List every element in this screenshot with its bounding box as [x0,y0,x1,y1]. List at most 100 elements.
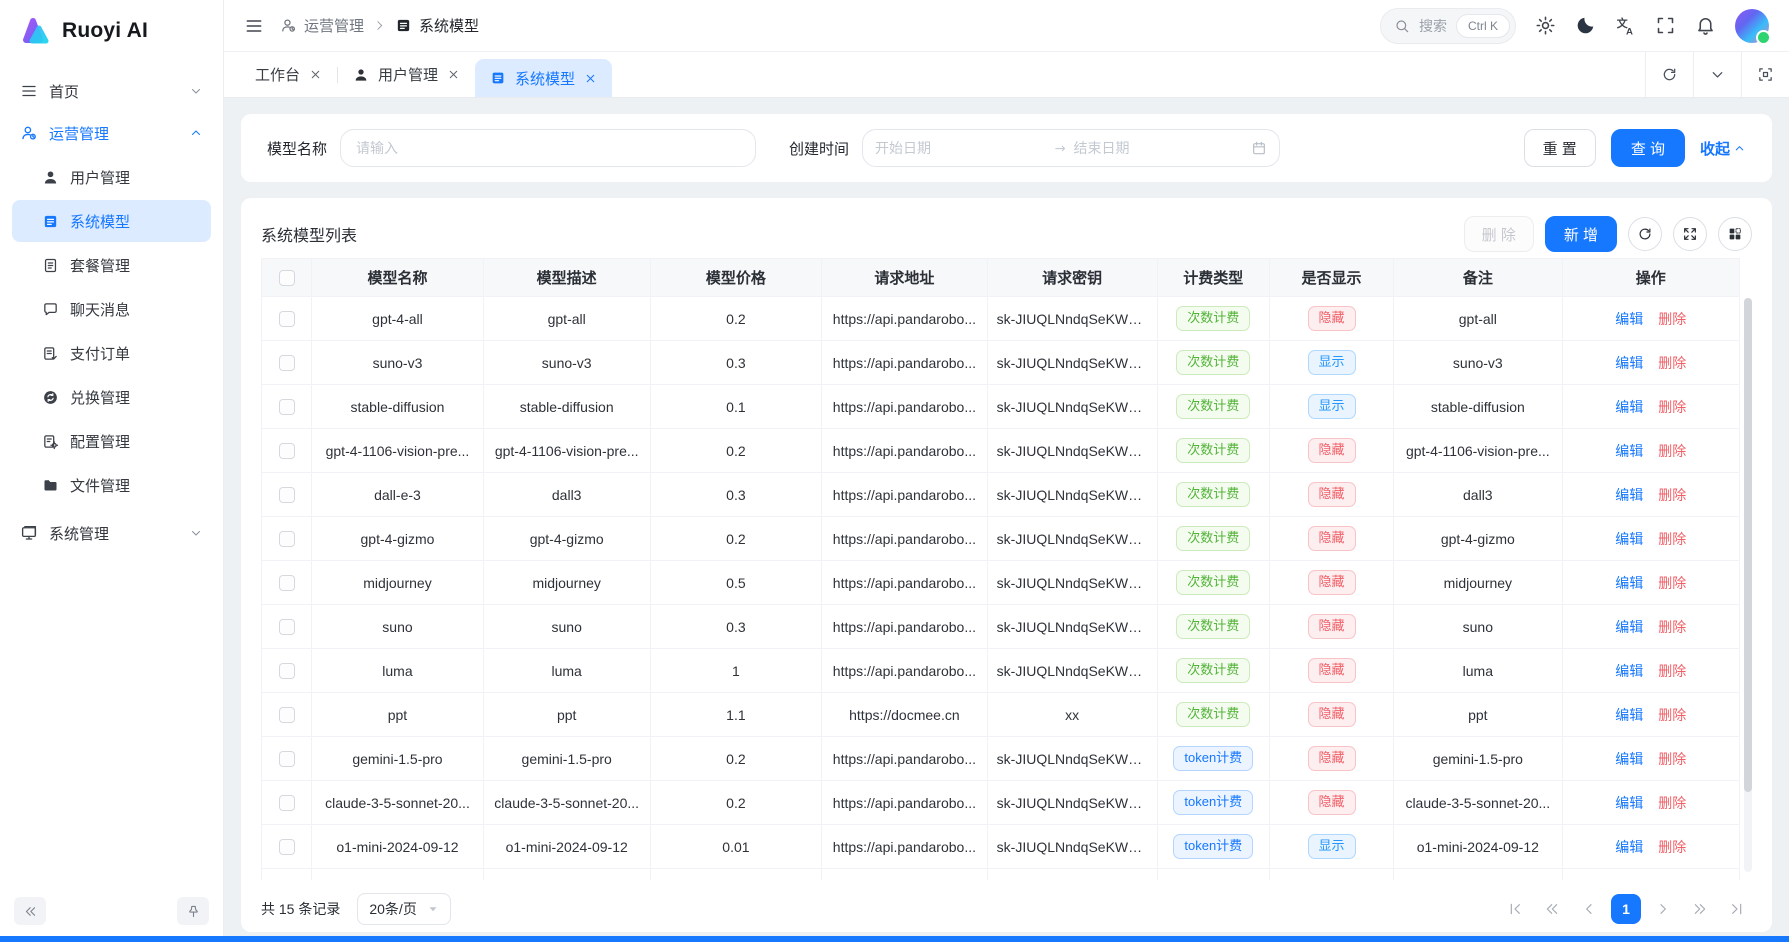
tab-user-management[interactable]: 用户管理 [338,52,475,97]
actions-cell: 编辑 删除 [1561,472,1741,517]
tabbar-maximize-button[interactable] [1741,52,1789,97]
sidebar-group-system[interactable]: 系统管理 [12,512,211,554]
breadcrumb-item[interactable]: 系统模型 [395,15,479,36]
delete-link[interactable]: 删除 [1658,794,1687,811]
tabbar-chevron-down-button[interactable] [1693,52,1741,97]
row-checkbox[interactable] [278,399,295,416]
sidebar-footer [0,886,223,936]
edit-link[interactable]: 编辑 [1615,662,1644,679]
sidebar-item-user-management[interactable]: 用户管理 [12,156,211,198]
edit-link[interactable]: 编辑 [1615,486,1644,503]
sidebar-item-system-model[interactable]: 系统模型 [12,200,211,242]
sidebar-group-operations[interactable]: 运营管理 [12,112,211,154]
breadcrumb-item[interactable]: 运营管理 [280,15,364,36]
reset-button[interactable]: 重 置 [1523,129,1596,167]
sidebar-item-config-management[interactable]: 配置管理 [12,420,211,462]
sidebar-group-home[interactable]: 首页 [12,70,211,112]
table-title: 系统模型列表 [261,228,358,245]
row-checkbox[interactable] [278,443,295,460]
row-checkbox[interactable] [278,487,295,504]
sidebar-item-chat-messages[interactable]: 聊天消息 [12,288,211,330]
edit-link[interactable]: 编辑 [1615,398,1644,415]
start-date-input[interactable] [875,140,1047,156]
row-checkbox[interactable] [278,707,295,724]
fullscreen-button[interactable] [1655,15,1676,36]
delete-link[interactable]: 删除 [1658,398,1687,415]
tab-system-model[interactable]: 系统模型 [475,59,613,97]
page-size-select[interactable]: 20条/页 [357,893,451,925]
add-button[interactable]: 新 增 [1544,216,1617,252]
delete-link[interactable]: 删除 [1658,574,1687,591]
date-range-picker[interactable] [862,129,1281,167]
table-refresh-button[interactable] [1628,217,1662,251]
edit-link[interactable]: 编辑 [1615,794,1644,811]
edit-link[interactable]: 编辑 [1615,838,1644,855]
edit-link[interactable]: 编辑 [1615,618,1644,635]
gear-button[interactable] [1535,15,1556,36]
search-button[interactable]: 查 询 [1610,129,1685,167]
sidebar-collapse-button[interactable] [14,897,46,925]
row-checkbox[interactable] [278,663,295,680]
page-next-double-button[interactable] [1685,894,1715,924]
delete-link[interactable]: 删除 [1658,838,1687,855]
edit-link[interactable]: 编辑 [1615,354,1644,371]
logo[interactable]: Ruoyi AI [0,0,223,62]
scrollbar-thumb[interactable] [1744,298,1752,792]
bell-button[interactable] [1695,15,1716,36]
delete-link[interactable]: 删除 [1658,530,1687,547]
close-icon [447,68,460,81]
page-button-current[interactable]: 1 [1611,894,1641,924]
row-checkbox[interactable] [278,355,295,372]
delete-link[interactable]: 删除 [1658,618,1687,635]
row-checkbox[interactable] [278,311,295,328]
page-prev-button[interactable] [1574,894,1604,924]
row-checkbox[interactable] [278,795,295,812]
edit-link[interactable]: 编辑 [1615,310,1644,327]
sidebar-item-package-management[interactable]: 套餐管理 [12,244,211,286]
avatar[interactable] [1735,8,1771,45]
tabbar-refresh-button[interactable] [1645,52,1693,97]
global-search[interactable]: 搜索 Ctrl K [1380,7,1516,44]
delete-link[interactable]: 删除 [1658,354,1687,371]
row-checkbox[interactable] [278,531,295,548]
edit-link[interactable]: 编辑 [1615,574,1644,591]
row-checkbox[interactable] [278,575,295,592]
sidebar-item-redeem-management[interactable]: 兑换管理 [12,376,211,418]
delete-link[interactable]: 删除 [1658,442,1687,459]
table-scrollbar[interactable] [1744,298,1752,872]
menu-toggle-button[interactable] [244,16,264,36]
sidebar-item-file-management[interactable]: 文件管理 [12,464,211,506]
edit-link[interactable]: 编辑 [1615,706,1644,723]
moon-button[interactable] [1575,15,1596,36]
row-checkbox[interactable] [278,839,295,856]
page-prev-double-button[interactable] [1537,894,1567,924]
table-columns-button[interactable] [1718,217,1752,251]
visibility-badge: 隐藏 [1307,570,1356,595]
delete-link[interactable]: 删除 [1658,310,1687,327]
edit-link[interactable]: 编辑 [1615,442,1644,459]
billing-type-cell: 次数计费 [1156,516,1270,561]
page-last-button[interactable] [1722,894,1752,924]
delete-link[interactable]: 删除 [1658,750,1687,767]
delete-link[interactable]: 删除 [1658,706,1687,723]
tab-workbench[interactable]: 工作台 [240,52,337,97]
collapse-link[interactable]: 收起 [1700,138,1746,159]
sidebar-item-payment-orders[interactable]: 支付订单 [12,332,211,374]
edit-link[interactable]: 编辑 [1615,750,1644,767]
delete-button[interactable]: 删 除 [1463,216,1534,252]
end-date-input[interactable] [1073,140,1246,156]
model-name-input[interactable] [340,129,757,167]
billing-type-cell: 次数计费 [1156,296,1270,341]
page-next-button[interactable] [1648,894,1678,924]
delete-link[interactable]: 删除 [1658,662,1687,679]
sidebar-pin-button[interactable] [177,897,209,925]
table-expand-button[interactable] [1673,217,1707,251]
row-checkbox[interactable] [278,619,295,636]
row-checkbox[interactable] [278,751,295,768]
page-first-button[interactable] [1500,894,1530,924]
billing-type-cell: 次数计费 [1156,384,1270,429]
edit-link[interactable]: 编辑 [1615,530,1644,547]
select-all-checkbox[interactable] [278,270,295,287]
delete-link[interactable]: 删除 [1658,486,1687,503]
